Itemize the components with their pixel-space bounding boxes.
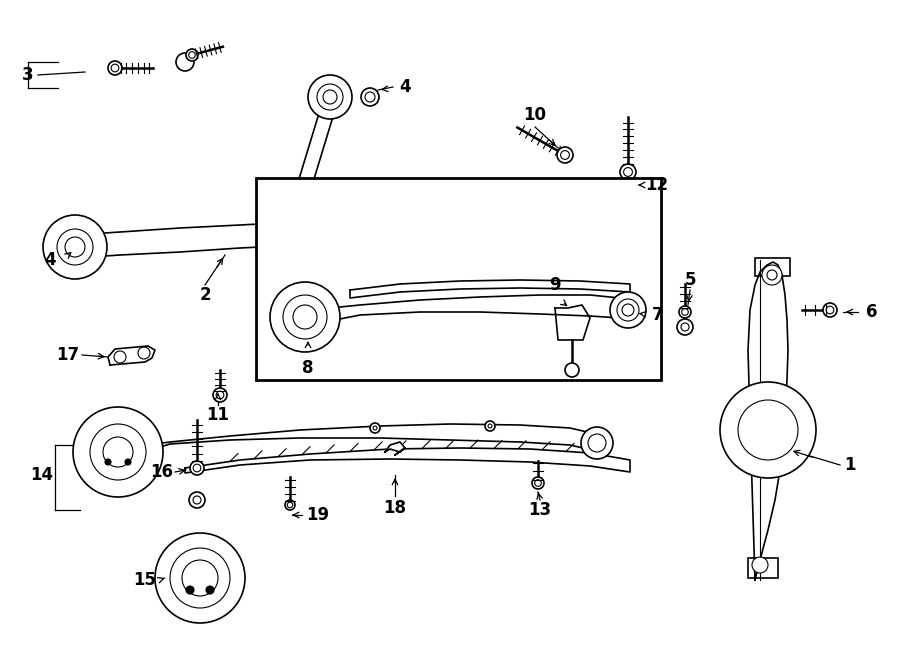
Circle shape <box>186 586 194 594</box>
Text: 17: 17 <box>57 346 79 364</box>
Circle shape <box>213 388 227 402</box>
Circle shape <box>43 215 107 279</box>
Circle shape <box>532 477 544 489</box>
Polygon shape <box>185 448 630 473</box>
Circle shape <box>720 382 816 478</box>
Text: 16: 16 <box>150 463 174 481</box>
Polygon shape <box>385 442 405 455</box>
Text: 11: 11 <box>206 406 230 424</box>
Text: 2: 2 <box>199 286 211 304</box>
Bar <box>748 558 778 578</box>
Text: 1: 1 <box>844 456 856 474</box>
Polygon shape <box>75 220 510 258</box>
Circle shape <box>190 461 204 475</box>
Circle shape <box>557 147 573 163</box>
Circle shape <box>823 303 837 317</box>
Text: 19: 19 <box>306 506 329 524</box>
Circle shape <box>155 533 245 623</box>
Circle shape <box>620 164 636 180</box>
Circle shape <box>565 363 579 377</box>
Polygon shape <box>748 262 788 580</box>
Text: 6: 6 <box>866 303 878 321</box>
Circle shape <box>125 459 131 465</box>
Text: 4: 4 <box>44 251 56 269</box>
Circle shape <box>762 265 782 285</box>
Text: 13: 13 <box>528 501 552 519</box>
Text: 4: 4 <box>400 78 410 96</box>
Bar <box>755 258 790 276</box>
Circle shape <box>610 292 646 328</box>
Text: 18: 18 <box>383 499 407 517</box>
Circle shape <box>505 273 515 283</box>
Circle shape <box>186 49 198 61</box>
Circle shape <box>752 557 768 573</box>
Text: 8: 8 <box>302 359 314 377</box>
Circle shape <box>679 306 691 318</box>
Circle shape <box>108 61 122 75</box>
Text: 15: 15 <box>133 571 157 589</box>
Bar <box>256 178 661 380</box>
Circle shape <box>105 459 111 465</box>
Circle shape <box>498 226 522 250</box>
Circle shape <box>73 407 163 497</box>
Polygon shape <box>125 424 600 458</box>
Text: 9: 9 <box>549 276 561 294</box>
Circle shape <box>485 421 495 431</box>
Circle shape <box>308 75 352 119</box>
Circle shape <box>270 282 340 352</box>
Text: 14: 14 <box>31 466 54 484</box>
Polygon shape <box>108 346 155 365</box>
Circle shape <box>176 53 194 71</box>
Polygon shape <box>310 295 635 325</box>
Text: 3: 3 <box>22 66 34 84</box>
Circle shape <box>361 88 379 106</box>
Circle shape <box>677 319 693 335</box>
Polygon shape <box>555 305 590 340</box>
Text: 5: 5 <box>684 271 696 289</box>
Circle shape <box>189 492 205 508</box>
Circle shape <box>285 500 295 510</box>
Circle shape <box>206 586 214 594</box>
Text: 12: 12 <box>645 176 669 194</box>
Polygon shape <box>350 280 630 298</box>
Text: 10: 10 <box>524 106 546 124</box>
Circle shape <box>370 423 380 433</box>
Text: 7: 7 <box>652 306 664 324</box>
Circle shape <box>581 427 613 459</box>
